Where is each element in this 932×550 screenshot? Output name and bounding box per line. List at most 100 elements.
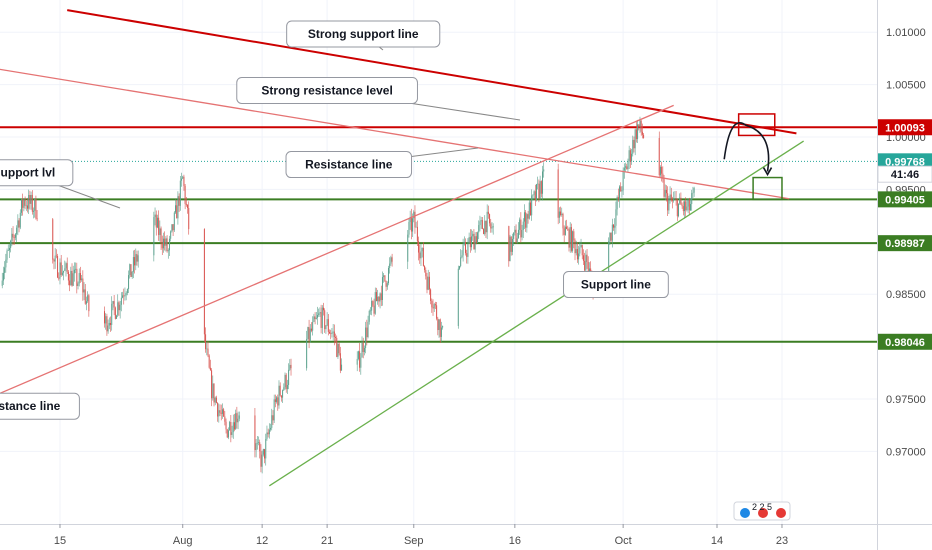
callout-label: Support lvl <box>0 166 55 180</box>
candle-body <box>463 242 465 245</box>
candle-body <box>219 410 221 413</box>
candle-body <box>33 210 35 212</box>
target-box-high[interactable] <box>737 113 776 137</box>
candle-body <box>426 276 428 290</box>
candle-body <box>515 229 517 243</box>
candle-body <box>320 312 322 328</box>
strong-support-line[interactable] <box>67 9 797 135</box>
candle-body <box>693 187 695 193</box>
candle-body <box>685 201 687 211</box>
candle-body <box>268 429 270 435</box>
candle-body <box>337 343 339 357</box>
candle-body <box>627 161 629 170</box>
candle-body <box>407 234 409 262</box>
candle-body <box>573 231 575 241</box>
candle-body <box>277 397 279 406</box>
candle-body <box>255 443 257 451</box>
candle-body <box>333 331 335 337</box>
candle-body <box>131 271 133 277</box>
candle-body <box>625 166 627 168</box>
time-axis[interactable]: 15 Aug 12 21 Sep 16 Oct 14 23 <box>54 524 788 547</box>
candle-body <box>477 232 479 243</box>
annotation-callout[interactable]: Resistance line <box>285 147 479 179</box>
annotation-callout[interactable]: Resistance line <box>0 392 80 420</box>
candle-body <box>391 257 393 262</box>
candle-body <box>280 395 282 398</box>
time-tick-label: Sep <box>404 535 424 547</box>
candle-body <box>427 276 429 290</box>
candle-body <box>483 228 485 234</box>
candle-body <box>632 139 634 154</box>
candle-body <box>30 194 32 204</box>
candle-body <box>485 220 487 233</box>
candle-body <box>306 338 308 369</box>
candle-body <box>118 302 120 311</box>
candle-body <box>442 325 444 328</box>
candle-body <box>171 224 173 232</box>
price-tag-label: 1.00093 <box>885 122 925 134</box>
candle-body <box>609 232 611 242</box>
candle-body <box>383 275 385 278</box>
candle-body <box>215 397 217 403</box>
candle-body <box>537 183 539 185</box>
candle-body <box>211 370 213 399</box>
resistance-line-lower[interactable] <box>0 104 674 395</box>
resistance-line-upper[interactable] <box>0 68 790 200</box>
annotation-callout[interactable]: Strong support line <box>286 20 441 51</box>
candle-body <box>635 129 637 140</box>
candle-body <box>628 150 630 162</box>
price-tag-bg <box>878 333 932 350</box>
candle-body <box>264 449 266 459</box>
candle-body <box>408 222 410 235</box>
candle-body <box>585 254 587 271</box>
candle-body <box>182 176 184 179</box>
candle-body <box>616 196 618 210</box>
support-line[interactable] <box>269 140 804 487</box>
candle-body <box>209 367 211 371</box>
price-tag: 41:46 <box>877 165 932 183</box>
candle-body <box>161 243 163 249</box>
annotation-callout[interactable]: Support lvl <box>0 159 121 209</box>
candle-body <box>323 307 325 311</box>
candle-body <box>312 321 314 331</box>
callout-label: Strong resistance level <box>261 83 392 97</box>
price-tag-bg <box>878 119 932 136</box>
candle-body <box>116 315 118 319</box>
candle-body <box>58 277 60 279</box>
candle-body <box>52 219 54 260</box>
candle-body <box>238 415 240 419</box>
candle-body <box>307 327 309 339</box>
candle-body <box>67 271 69 281</box>
candle-body <box>361 342 363 358</box>
candle-body <box>172 224 174 231</box>
candle-body <box>34 199 36 211</box>
target-box-low[interactable] <box>752 176 783 201</box>
candle-body <box>377 296 379 302</box>
candle-body <box>55 255 57 257</box>
candle-body <box>540 181 542 194</box>
candle-body <box>135 254 137 266</box>
candle-body <box>232 422 234 433</box>
candle-body <box>432 307 434 309</box>
time-tick-label: 15 <box>54 535 66 547</box>
candle-body <box>373 305 375 314</box>
callout-box <box>236 76 418 104</box>
plot-background <box>0 0 877 524</box>
annotation-callout[interactable]: Support line <box>563 271 669 299</box>
price-axis-panel[interactable] <box>877 0 932 550</box>
price-tag: 0.98046 <box>878 333 932 350</box>
candle-body <box>387 267 389 284</box>
annotation-callout[interactable]: Strong resistance level <box>236 76 521 121</box>
candle-body <box>231 432 233 435</box>
candle-body <box>461 255 463 258</box>
candle-body <box>158 217 160 235</box>
candle-body <box>188 207 190 230</box>
candle-body <box>167 250 169 252</box>
candle-body <box>491 227 493 229</box>
candle-body <box>360 357 362 368</box>
candle-body <box>508 226 510 262</box>
candle-body <box>258 442 260 443</box>
candle-body <box>478 225 480 233</box>
candle-body <box>223 409 225 417</box>
